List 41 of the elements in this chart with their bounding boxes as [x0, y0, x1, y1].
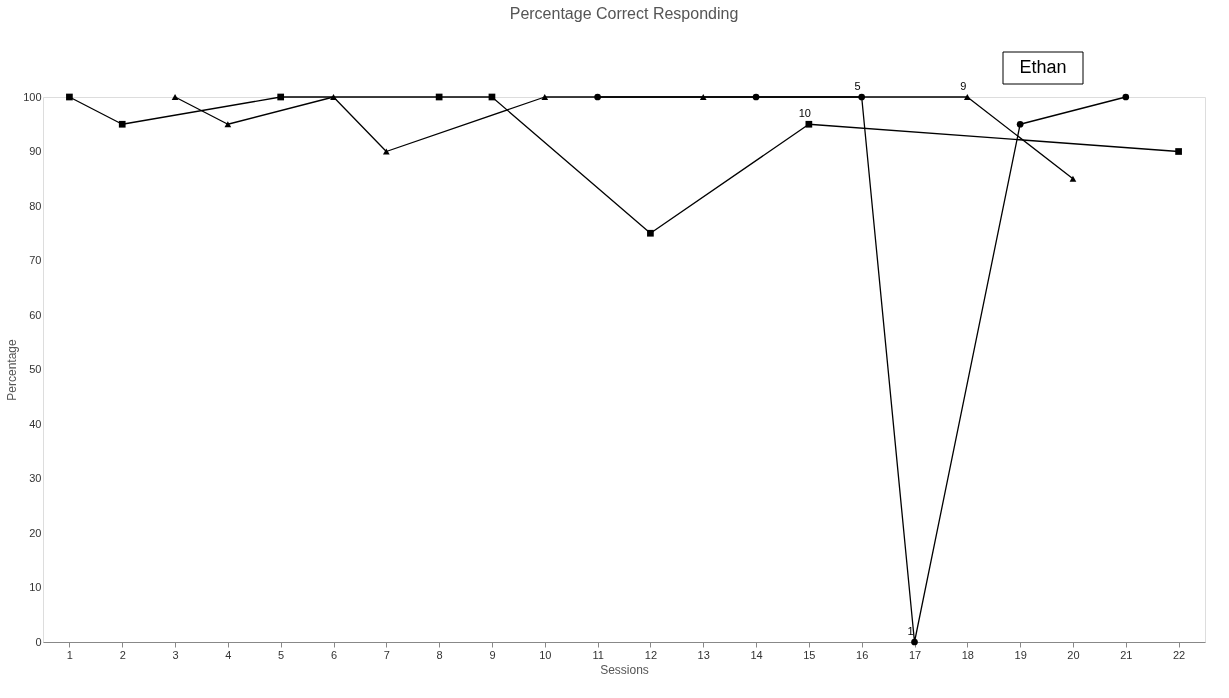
annotation: 10 [798, 107, 811, 120]
y-tick-label: 0 [35, 635, 42, 648]
y-tick-label: 100 [23, 90, 42, 103]
x-tick-label: 19 [1014, 648, 1027, 661]
x-tick-label: 21 [1120, 648, 1133, 661]
text: Ethan [1019, 57, 1067, 77]
x-tick-label: 13 [697, 648, 710, 661]
x-tick-label: 14 [750, 648, 763, 661]
x-tick-label: 8 [436, 648, 443, 661]
x-tick-label: 10 [539, 648, 552, 661]
y-tick-label: 90 [29, 145, 42, 157]
y-tick-label: 10 [29, 581, 42, 593]
y-tick-label: 40 [29, 417, 42, 430]
x-tick-label: 9 [489, 648, 496, 661]
x-tick-label: 12 [644, 648, 658, 661]
x-tick-label: 6 [330, 648, 338, 661]
x-tick-label: 1 [66, 648, 73, 661]
y-tick-label: 20 [29, 526, 42, 539]
y-axis-title: Percentage [5, 338, 20, 401]
annotation: 1 [907, 625, 914, 637]
x-tick-label: 18 [961, 648, 974, 661]
x-tick-label: 15 [803, 648, 816, 661]
x-tick-label: 20 [1067, 648, 1080, 661]
x-tick-label: 2 [119, 648, 126, 661]
annotation: 5 [854, 80, 861, 92]
x-tick-label: 11 [592, 648, 604, 661]
y-tick-label: 60 [29, 308, 42, 321]
x-tick-label: 16 [856, 648, 869, 661]
x-tick-label: 3 [172, 648, 179, 661]
annotation: 9 [960, 80, 967, 92]
y-tick-label: 30 [29, 472, 42, 484]
y-tick-label: 80 [29, 199, 42, 212]
y-tick-label: 70 [29, 254, 42, 266]
x-tick-label: 4 [225, 648, 232, 661]
chart-title: Percentage Correct Responding [509, 4, 739, 22]
y-tick-label: 50 [29, 363, 42, 375]
x-axis-title: Sessions [600, 662, 649, 677]
x-tick-label: 22 [1172, 648, 1186, 661]
x-tick-label: 7 [383, 648, 390, 661]
x-tick-label: 17 [908, 648, 922, 661]
x-tick-label: 5 [278, 648, 285, 661]
